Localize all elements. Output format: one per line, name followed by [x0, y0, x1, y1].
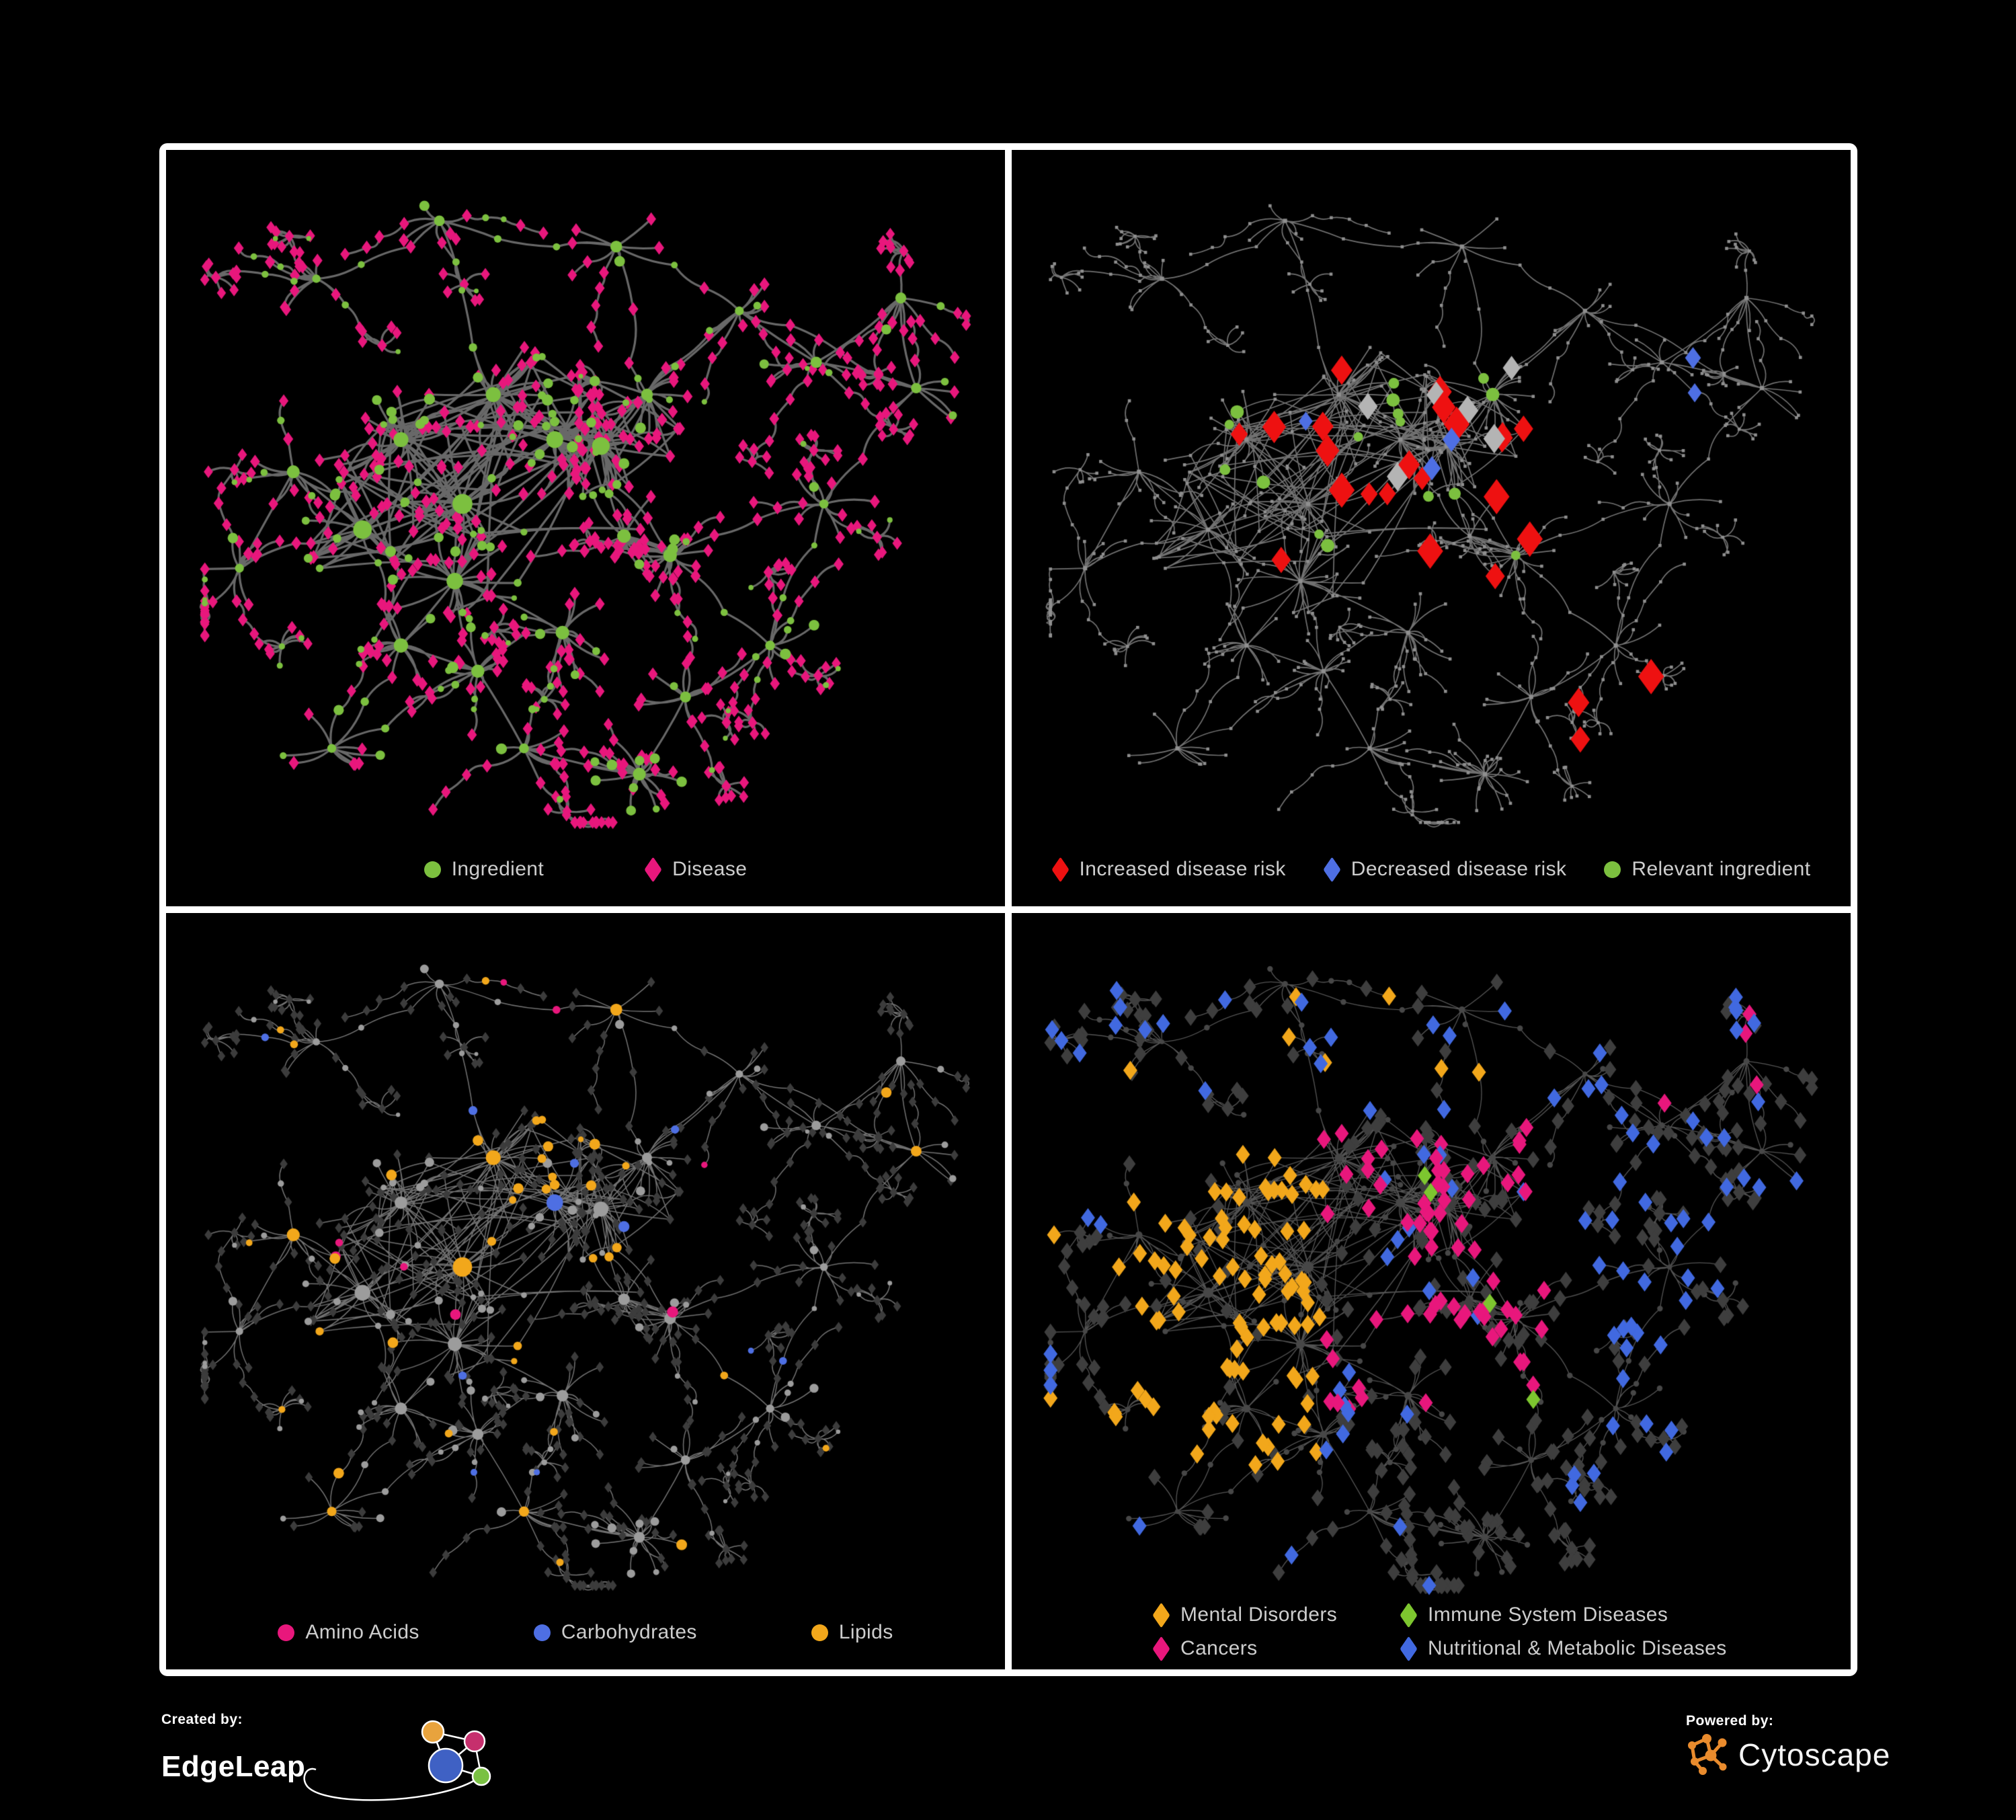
legend-item: Relevant ingredient	[1604, 858, 1810, 881]
legend-label: Ingredient	[451, 858, 545, 880]
lipids-swatch-circle	[811, 1624, 828, 1641]
legend-item: Cancers	[1152, 1635, 1400, 1662]
legend-label: Amino Acids	[305, 1621, 419, 1643]
legend-item: Mental Disorders	[1152, 1601, 1400, 1628]
legend-item: Amino Acids	[278, 1621, 419, 1644]
powered-by-label: Powered by:	[1686, 1713, 1774, 1729]
legend-item: Increased disease risk	[1051, 856, 1286, 883]
legend-label: Carbohydrates	[561, 1621, 697, 1643]
edgeleap-logo-icon	[303, 1720, 491, 1801]
legend-label: Relevant ingredient	[1631, 858, 1811, 880]
network-canvas-nutrient-classes	[166, 913, 1005, 1669]
node-orange	[421, 1720, 445, 1744]
immune-diseases-swatch-diamond	[1400, 1601, 1418, 1628]
node-magenta	[464, 1730, 486, 1753]
cytoscape-credit: Powered by: Cytoscape	[1686, 1713, 1890, 1776]
relevant-ingredient-swatch-circle	[1604, 861, 1621, 878]
legend-label: Immune System Diseases	[1428, 1604, 1668, 1626]
legend-item: Immune System Diseases	[1400, 1601, 1727, 1628]
node-green	[472, 1766, 491, 1786]
legend-label: Disease	[672, 858, 748, 880]
legend-item: Carbohydrates	[533, 1621, 697, 1644]
legend-item: Lipids	[811, 1621, 893, 1644]
cancers-swatch-diamond	[1152, 1635, 1170, 1662]
node-blue	[428, 1747, 464, 1784]
network-canvas-ingredient-disease	[166, 150, 1005, 906]
edgeleap-credit: Created by: EdgeLeap	[161, 1712, 503, 1802]
legend-ingredient-disease: Ingredient Disease	[166, 856, 1005, 883]
legend-item: Disease	[644, 856, 748, 883]
legend-item: Nutritional & Metabolic Diseases	[1400, 1635, 1727, 1662]
edgeleap-brand-text: EdgeLeap	[161, 1750, 306, 1783]
panel-disease-classes: Mental Disorders Immune System Diseases …	[1012, 913, 1851, 1669]
legend-item: Decreased disease risk	[1323, 856, 1567, 883]
created-by-label: Created by:	[161, 1712, 243, 1727]
increased-risk-swatch-diamond	[1051, 856, 1070, 883]
network-canvas-disease-classes	[1012, 913, 1851, 1669]
panel-disease-risk: Increased disease risk Decreased disease…	[1012, 150, 1851, 906]
panel-ingredient-disease: Ingredient Disease	[166, 150, 1005, 906]
legend-disease-classes: Mental Disorders Immune System Diseases …	[1152, 1601, 1727, 1662]
carbohydrates-swatch-circle	[533, 1624, 551, 1641]
legend-label: Nutritional & Metabolic Diseases	[1428, 1637, 1727, 1659]
legend-item: Ingredient	[424, 858, 544, 881]
network-canvas-disease-risk	[1012, 150, 1851, 906]
panel-nutrient-classes: Amino Acids Carbohydrates Lipids	[166, 913, 1005, 1669]
legend-label: Mental Disorders	[1180, 1604, 1338, 1626]
disease-swatch-diamond	[644, 856, 662, 883]
nutritional-metabolic-swatch-diamond	[1400, 1635, 1418, 1662]
decreased-risk-swatch-diamond	[1323, 856, 1341, 883]
ingredient-swatch-circle	[424, 861, 441, 878]
legend-label: Decreased disease risk	[1350, 858, 1567, 880]
legend-disease-risk: Increased disease risk Decreased disease…	[1012, 856, 1851, 883]
amino-acids-swatch-circle	[278, 1624, 295, 1641]
legend-label: Lipids	[838, 1621, 893, 1643]
legend-label: Increased disease risk	[1079, 858, 1286, 880]
mental-disorders-swatch-diamond	[1152, 1601, 1170, 1628]
panel-grid: Ingredient Disease Increased disease ris…	[159, 143, 1857, 1676]
cytoscape-logo-icon	[1688, 1734, 1727, 1775]
cytoscape-brand-text: Cytoscape	[1738, 1737, 1891, 1772]
legend-label: Cancers	[1180, 1637, 1258, 1659]
legend-nutrient-classes: Amino Acids Carbohydrates Lipids	[166, 1621, 1005, 1644]
